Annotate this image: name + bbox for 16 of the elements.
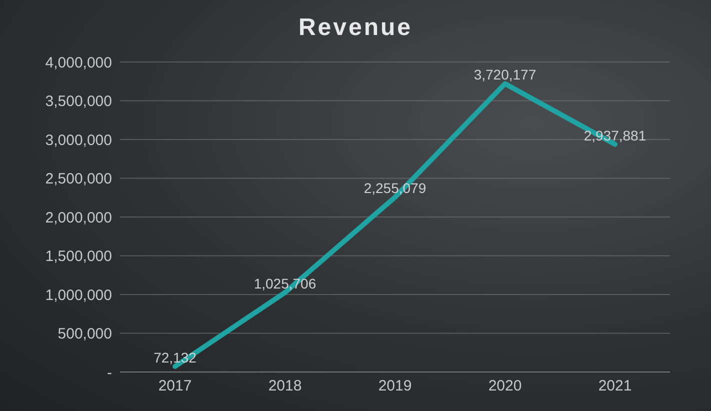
- y-tick-label: -: [107, 364, 112, 382]
- chart-title: Revenue: [297, 14, 414, 42]
- y-tick-label: 500,000: [58, 326, 112, 343]
- y-tick-label: 4,000,000: [45, 54, 112, 72]
- y-tick-label: 2,000,000: [45, 209, 112, 226]
- x-tick-label: 2021: [598, 378, 632, 395]
- y-tick-label: 1,000,000: [45, 286, 112, 304]
- data-label: 3,720,177: [474, 66, 536, 83]
- y-tick-label: 1,500,000: [45, 248, 112, 266]
- y-tick-label: 3,000,000: [45, 132, 112, 149]
- x-tick-label: 2018: [268, 378, 302, 395]
- y-tick-label: 3,500,000: [45, 93, 112, 110]
- y-tick-label: 2,500,000: [45, 170, 112, 188]
- x-tick-label: 2019: [378, 378, 412, 395]
- x-tick-label: 2017: [158, 378, 192, 395]
- x-tick-label: 2020: [488, 378, 522, 395]
